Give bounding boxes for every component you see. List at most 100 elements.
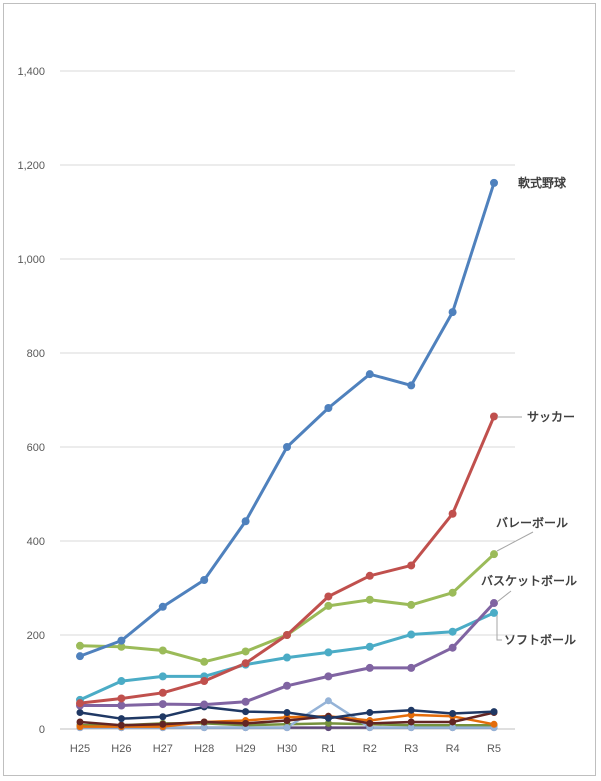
x-tick-label: H30 [277,743,297,755]
series-label: 軟式野球 [518,175,567,190]
data-point [448,509,457,518]
series-label: サッカー [527,410,575,424]
x-tick-label: H25 [70,743,90,755]
data-point [76,652,84,661]
data-point [490,412,498,421]
data-point [490,550,498,559]
data-point [117,721,125,729]
x-tick-label: R5 [487,743,501,755]
data-point [490,608,498,617]
data-point [117,636,126,645]
data-point [324,601,333,610]
data-point [407,706,415,714]
data-point [365,571,374,580]
data-point [283,724,291,732]
data-point [407,724,415,732]
data-point [490,178,498,187]
data-point [407,630,416,639]
y-tick-label: 0 [39,724,45,736]
data-point [241,697,250,706]
data-point [241,659,250,668]
data-point [283,681,291,690]
x-tick-label: R4 [446,743,460,755]
data-point [407,600,416,609]
series-label: バスケットボール [481,573,577,588]
data-point [117,677,126,686]
data-point [200,718,208,726]
label-leader-line [496,590,512,603]
data-point [448,627,457,636]
data-point [490,708,498,716]
data-point [158,602,167,611]
data-point [158,672,167,681]
data-point [117,642,126,651]
data-point [365,370,374,379]
x-tick-label: R3 [404,743,418,755]
data-point [366,719,374,727]
x-tick-label: H27 [153,743,173,755]
x-axis-ticks: H25 H26 H27 H28 H29 H30 R1 R2 R3 R4 R5 [70,743,501,755]
data-point [448,588,457,597]
y-tick-label: 400 [27,536,45,548]
data-point [407,561,416,570]
data-point [324,697,332,705]
data-point [407,381,416,390]
data-point [241,647,250,656]
y-tick-label: 1,400 [17,66,45,78]
data-point [117,694,126,703]
series-line-2 [78,552,496,664]
label-leader-line [496,531,534,552]
x-tick-label: R1 [321,743,335,755]
y-tick-label: 1,200 [17,160,45,172]
data-point [490,599,498,608]
data-point [365,663,374,672]
data-point [448,308,457,317]
data-point [365,595,374,604]
data-point [158,646,167,655]
data-point [490,720,498,728]
data-point [241,517,250,526]
data-point [324,592,333,601]
data-point [283,717,291,725]
series-label: ソフトボール [504,632,576,647]
data-point [76,641,84,650]
data-point [117,701,126,710]
data-point [200,576,209,585]
data-point [324,648,333,657]
data-point [324,672,333,681]
y-tick-label: 200 [27,630,45,642]
data-point [283,653,291,662]
data-point [448,643,457,652]
grid-lines [60,70,515,730]
data-point [283,709,291,717]
data-point [283,443,291,451]
data-point [366,709,374,717]
data-point [200,724,208,732]
data-point [200,700,209,709]
x-tick-label: H28 [194,743,214,755]
data-point [449,718,457,726]
data-point [76,699,84,708]
data-point [449,724,457,732]
y-tick-label: 600 [27,442,45,454]
data-point [76,718,84,726]
data-point [407,663,416,672]
data-point [242,719,250,727]
data-point [283,631,291,639]
series-lines [78,181,496,729]
x-tick-label: H26 [111,743,131,755]
data-point [242,708,250,716]
series-label: バレーボール [496,515,568,530]
y-tick-label: 1,000 [17,254,45,266]
data-point [76,709,84,717]
data-point [158,700,167,709]
data-point [407,718,415,726]
y-tick-label: 800 [27,348,45,360]
y-axis-ticks: 0 200 400 600 800 1,000 1,200 1,400 [17,66,45,736]
data-point [200,677,209,686]
data-point [324,714,332,722]
data-point [159,720,167,728]
label-leader-line [496,615,502,641]
